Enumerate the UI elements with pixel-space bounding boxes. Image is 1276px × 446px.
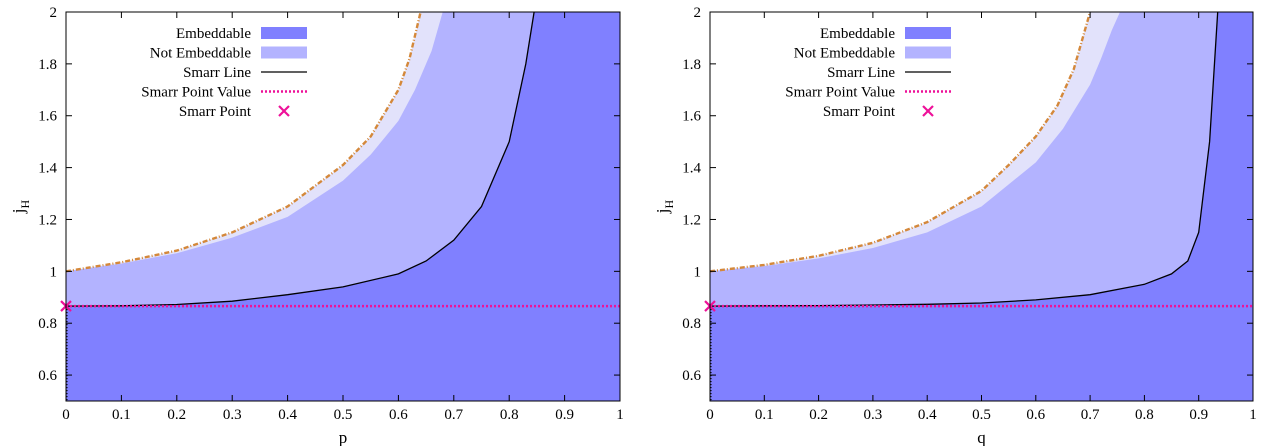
y-axis-label-main: j: [9, 208, 28, 214]
x-tick-label: 0: [706, 407, 714, 423]
boundary-curve: [66, 12, 422, 273]
legend-entry: Not Embeddable: [150, 46, 307, 62]
x-tick-label: 0.4: [918, 407, 937, 423]
legend-entry: Smarr Point Value: [141, 85, 307, 101]
y-tick-label: 1.4: [38, 161, 57, 177]
y-tick-label: 0.6: [38, 368, 57, 384]
legend: Embeddable Not Embeddable Smarr Line Smarr …: [785, 26, 951, 120]
legend-entry: Embeddable: [176, 26, 307, 42]
legend-swatch: [905, 27, 951, 39]
legend-label: Smarr Line: [827, 65, 895, 81]
legend-swatch: [261, 27, 307, 39]
y-tick-label: 1.8: [38, 57, 57, 73]
x-tick-label: 0.2: [809, 407, 828, 423]
x-tick-label: 0.8: [500, 407, 519, 423]
y-axis-label: jH: [653, 199, 676, 214]
legend-label: Smarr Point Value: [141, 85, 251, 101]
legend-swatch: [261, 46, 307, 59]
y-tick-label: 1: [694, 264, 702, 280]
y-tick-label: 1: [50, 264, 58, 280]
legend-label: Smarr Line: [183, 65, 251, 81]
legend-label: Smarr Point: [179, 104, 252, 120]
legend-label: Smarr Point Value: [785, 85, 895, 101]
y-tick-label: 1.2: [38, 212, 57, 228]
x-tick-label: 0.7: [444, 407, 463, 423]
legend-marker: [922, 105, 934, 117]
x-tick-label: 0.1: [755, 407, 774, 423]
legend-label: Not Embeddable: [794, 46, 896, 62]
y-tick-label: 1.6: [682, 109, 701, 125]
plot-area: [66, 12, 620, 401]
legend-label: Embeddable: [820, 26, 895, 42]
y-tick-label: 0.6: [682, 368, 701, 384]
legend-label: Embeddable: [176, 26, 251, 42]
y-tick-label: 2: [694, 5, 702, 21]
x-tick-label: 0.6: [1026, 407, 1045, 423]
legend-entry: Smarr Point Value: [785, 85, 951, 101]
x-tick-label: 0.4: [278, 407, 297, 423]
x-tick-label: 0.7: [1081, 407, 1100, 423]
y-tick-label: 1.4: [682, 161, 701, 177]
smarr-line: [66, 12, 535, 307]
x-tick-label: 0.5: [334, 407, 353, 423]
x-tick-label: 0.8: [1135, 407, 1154, 423]
x-tick-label: 0.3: [864, 407, 883, 423]
x-tick-label: 1: [616, 407, 624, 423]
x-tick-label: 0.3: [223, 407, 242, 423]
legend-label: Smarr Point: [823, 104, 896, 120]
boundary-curve: [710, 12, 1092, 273]
legend-entry: Smarr Point: [179, 104, 290, 120]
x-tick-label: 0.5: [972, 407, 991, 423]
legend: Embeddable Not Embeddable Smarr Line Smarr …: [141, 26, 307, 120]
legend-entry: Smarr Line: [183, 65, 307, 81]
y-axis-label-main: j: [653, 208, 672, 214]
y-tick-label: 1.6: [38, 109, 57, 125]
x-axis-label: p: [339, 428, 348, 446]
y-tick-label: 1.2: [682, 212, 701, 228]
y-tick-label: 0.8: [38, 316, 57, 332]
legend-entry: Smarr Point: [823, 104, 934, 120]
x-tick-label: 0.1: [112, 407, 131, 423]
x-tick-label: 1: [1249, 407, 1257, 423]
plot-area: [710, 12, 1253, 401]
chart-panel-right: 0 0.1 0.2 0.3 0.4 0.5 0.6 0.7 0.8 0.9 1 0.6 0.8 1 1.2 1…: [653, 5, 1257, 446]
y-axis-label-sub: H: [18, 199, 32, 208]
legend-label: Not Embeddable: [150, 46, 252, 62]
x-tick-label: 0.6: [389, 407, 408, 423]
embeddable-region: [66, 12, 620, 401]
x-tick-label: 0.2: [167, 407, 186, 423]
legend-entry: Smarr Line: [827, 65, 951, 81]
y-tick-label: 0.8: [682, 316, 701, 332]
y-tick-label: 2: [50, 5, 58, 21]
legend-entry: Embeddable: [820, 26, 951, 42]
x-axis-label: q: [977, 428, 986, 446]
legend-entry: Not Embeddable: [794, 46, 951, 62]
x-tick-label: 0: [62, 407, 70, 423]
x-tick-label: 0.9: [555, 407, 574, 423]
legend-marker: [278, 105, 290, 117]
chart-panel-left: 0 0.1 0.2 0.3 0.4 0.5 0.6 0.7 0.8 0.9 1 0.6 0.8 1 1.2 1…: [9, 5, 624, 446]
y-tick-label: 1.8: [682, 57, 701, 73]
y-axis-label-sub: H: [662, 199, 676, 208]
embeddable-region: [710, 12, 1253, 401]
legend-swatch: [905, 46, 951, 59]
x-tick-label: 0.9: [1189, 407, 1208, 423]
y-axis-label: jH: [9, 199, 32, 214]
